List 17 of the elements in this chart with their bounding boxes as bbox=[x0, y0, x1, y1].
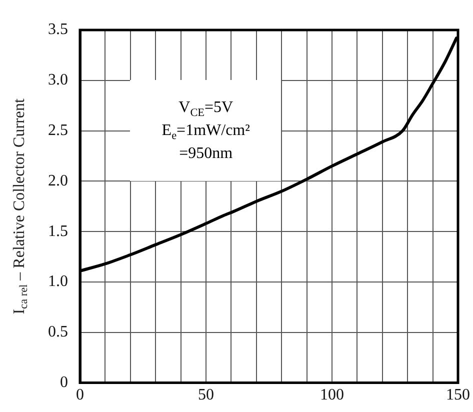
y-tick-label: 2.5 bbox=[48, 122, 68, 140]
x-tick-label: 0 bbox=[76, 386, 84, 404]
x-tick-label: 50 bbox=[198, 386, 214, 404]
y-tick-label: 2.0 bbox=[48, 172, 68, 190]
y-tick-label: 1.5 bbox=[48, 222, 68, 240]
y-tick-label: 3.5 bbox=[48, 21, 68, 38]
annotation: V$_{CE}$=5V bbox=[178, 98, 234, 121]
x-tick-label: 100 bbox=[320, 386, 344, 404]
text-box: V$_{CE}$=5V E$_{e}$=1mW/cm² =950nm bbox=[130, 80, 282, 182]
x-tick-label: 150 bbox=[446, 386, 470, 404]
y-tick-label: 1.0 bbox=[48, 273, 68, 290]
y-axis-title: Ica rel – Relative Collector Current bbox=[11, 98, 30, 314]
y-tick-label: 0 bbox=[60, 374, 68, 392]
y-tick-label: 0.5 bbox=[48, 324, 68, 341]
y-tick-label: 3.0 bbox=[48, 72, 68, 89]
annotation: E$_{e}$=1mW/cm² bbox=[162, 122, 250, 144]
annotation: =950nm bbox=[179, 145, 233, 164]
